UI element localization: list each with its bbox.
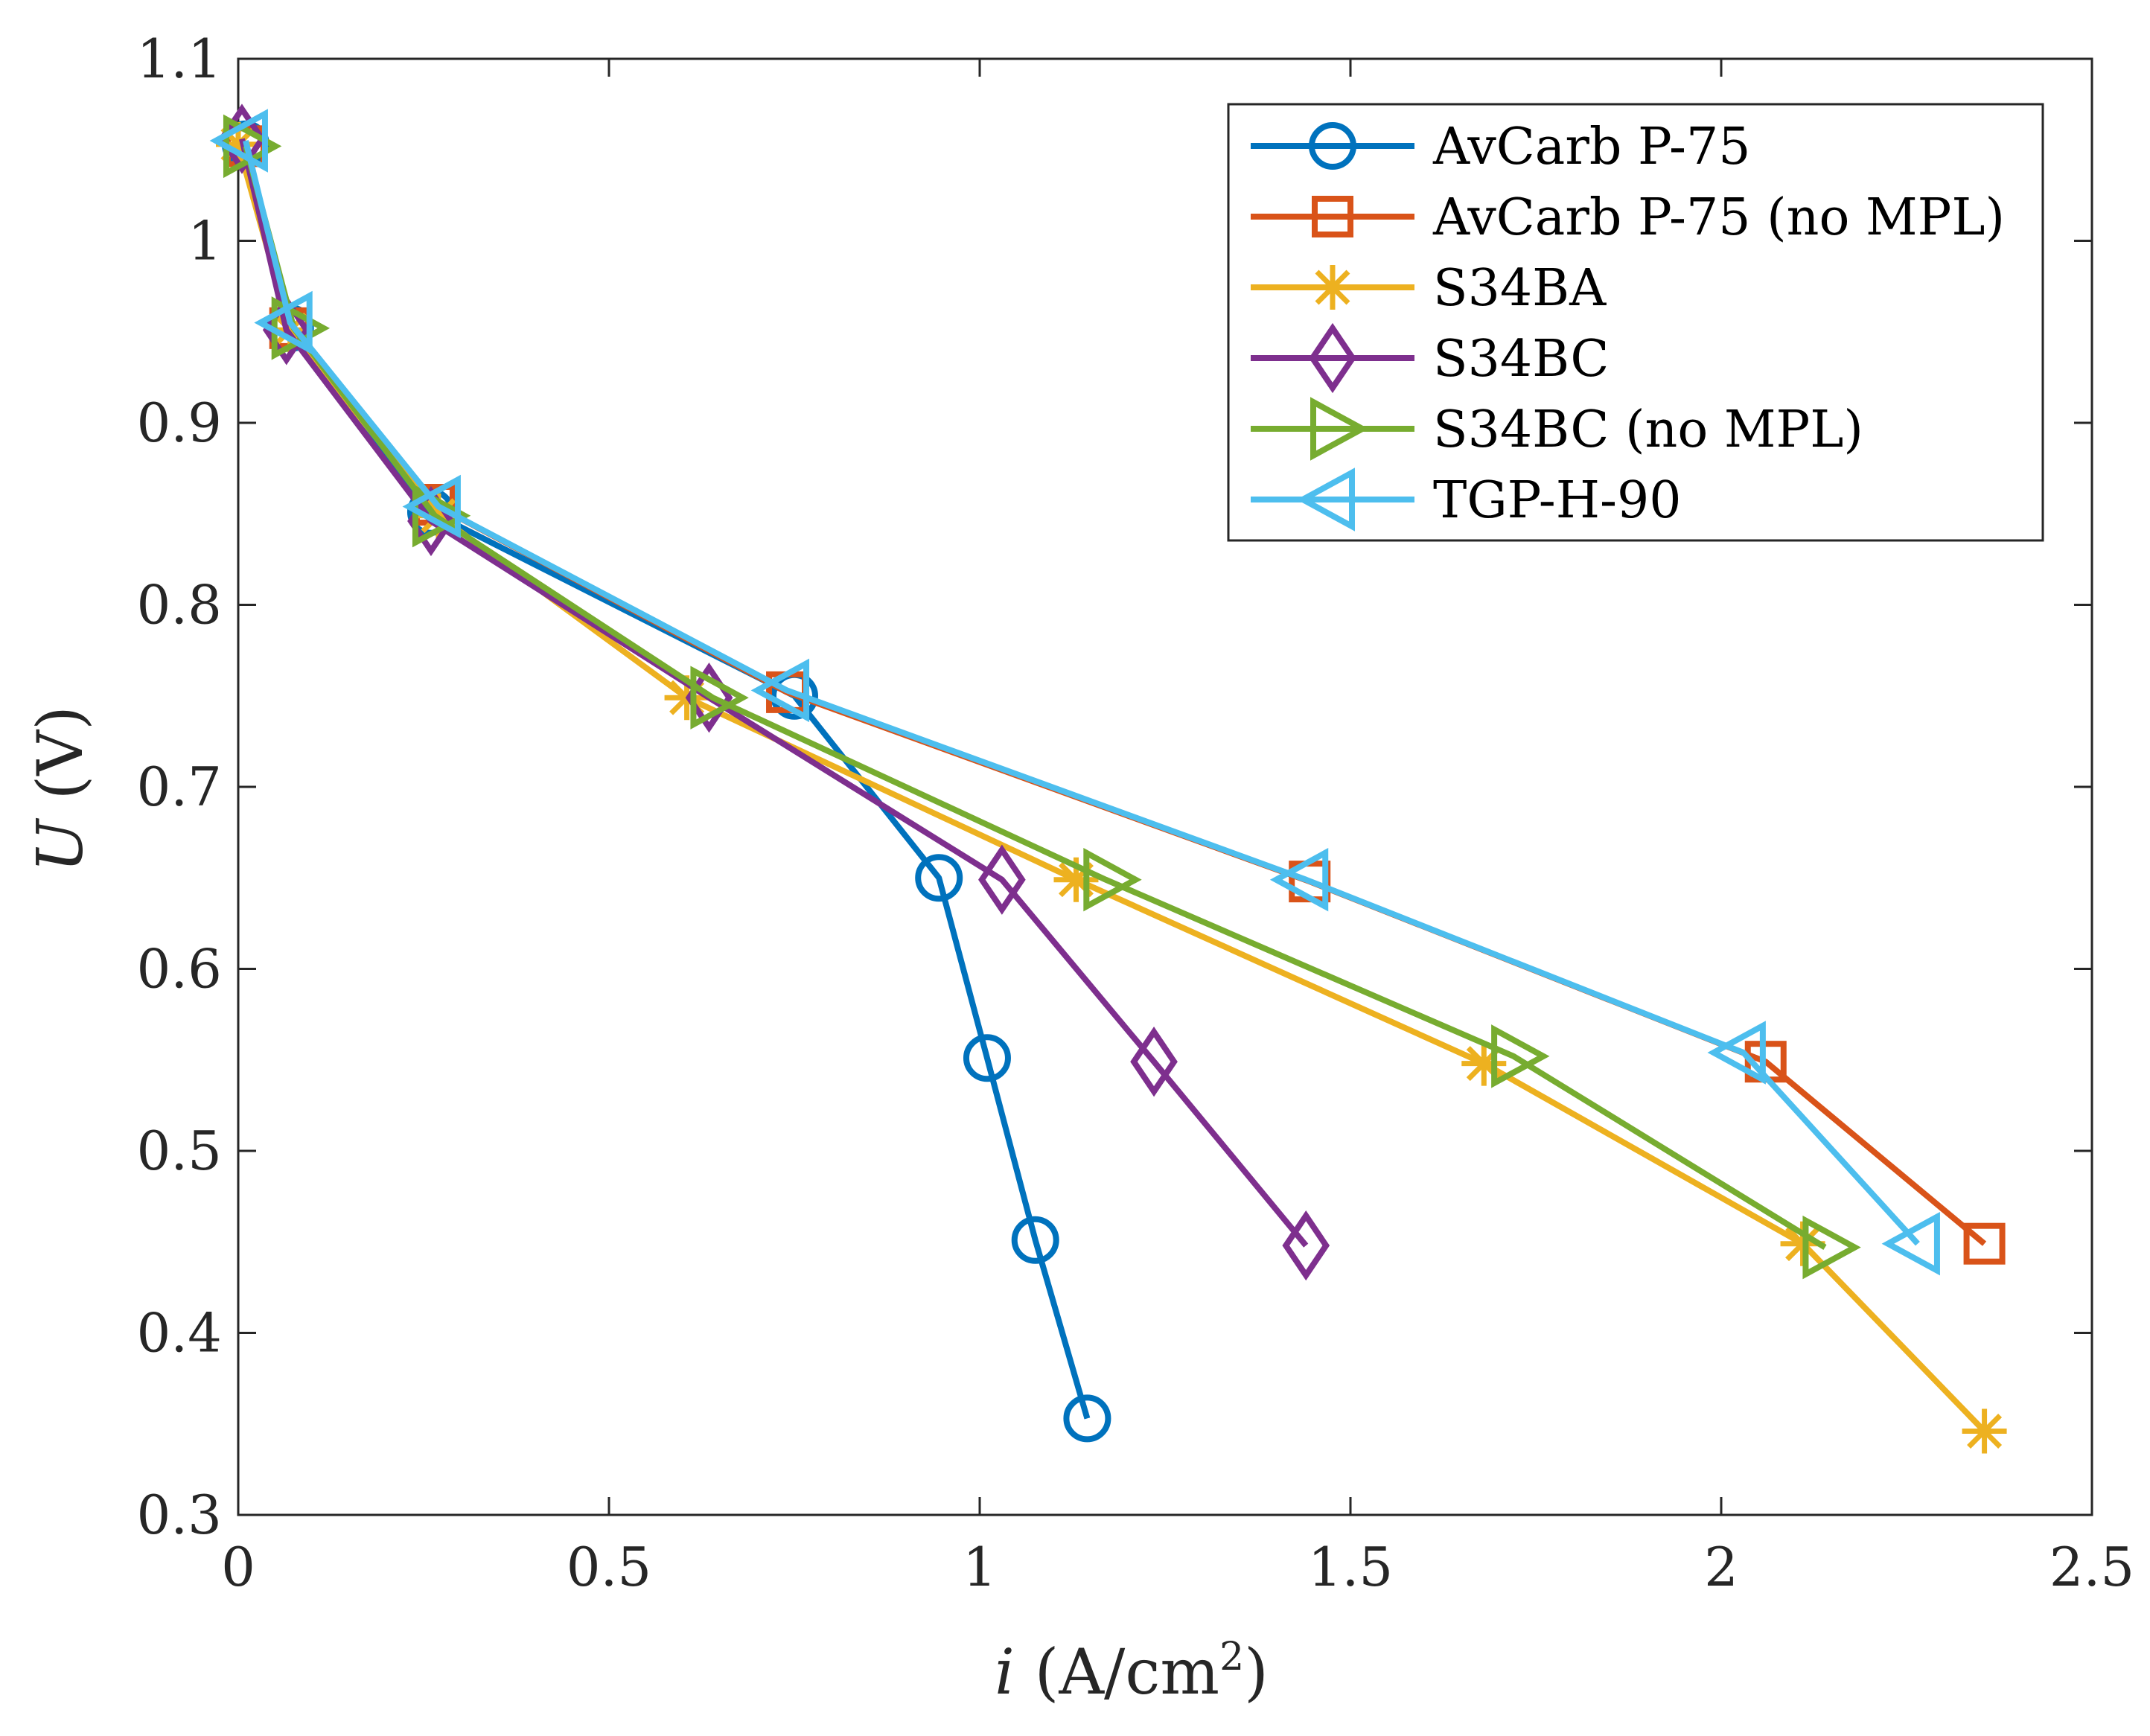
data-point-triangle-left — [1881, 1211, 1940, 1276]
legend-item: AvCarb P-75 (no MPL) — [1251, 188, 2005, 247]
legend-label: AvCarb P-75 — [1432, 118, 1751, 176]
data-point-triangle-left — [750, 658, 810, 723]
data-point-diamond — [1282, 1210, 1330, 1281]
axis-ticks: 0 0.5 1 1.5 2 2.5 0.3 0.4 0.5 0.6 0.7 0.8 0.9 1 1.1 — [136, 28, 2134, 1598]
data-point-circle — [1011, 1216, 1059, 1264]
legend-label: S34BA — [1433, 259, 1607, 318]
data-point-diamond — [978, 844, 1026, 915]
data-point-circle — [963, 1034, 1011, 1082]
data-point-square — [1963, 1222, 2006, 1265]
legend-item: AvCarb P-75 — [1251, 118, 1751, 176]
x-tick-label: 0.5 — [567, 1536, 652, 1598]
data-point-triangle-right — [690, 666, 749, 730]
x-tick-label: 1 — [963, 1536, 997, 1598]
legend-marker-asterisk — [1310, 265, 1355, 310]
y-tick-label: 1 — [188, 210, 222, 272]
y-tick-label: 0.4 — [136, 1302, 222, 1365]
legend-items: AvCarb P-75 AvCarb P-75 (no MPL) S34BA S34B… — [1251, 118, 2005, 532]
data-point-triangle-left — [209, 109, 268, 173]
data-point-diamond — [1130, 1027, 1178, 1097]
x-tick-label: 1.5 — [1308, 1536, 1394, 1598]
data-point-asterisk — [1962, 1408, 2007, 1454]
data-point-asterisk — [1461, 1041, 1507, 1086]
x-axis-unit-close: ) — [1244, 1636, 1269, 1708]
y-tick-label: 0.7 — [136, 756, 222, 818]
legend-label: S34BC (no MPL) — [1433, 401, 1863, 459]
legend-marker-triangle-right — [1310, 397, 1369, 461]
x-axis-label: i (A/cm2) — [995, 1635, 1269, 1708]
y-axis-label: U (V) — [24, 706, 97, 872]
data-point-triangle-right — [1491, 1024, 1550, 1088]
data-point-asterisk — [1053, 857, 1099, 902]
legend: AvCarb P-75 AvCarb P-75 (no MPL) S34BA S34B… — [1227, 103, 2044, 542]
legend-item: TGP-H-90 — [1251, 467, 1682, 532]
y-tick-label: 0.9 — [136, 392, 222, 454]
y-tick-label: 0.5 — [136, 1120, 222, 1182]
legend-marker-square — [1312, 196, 1353, 237]
series-layer — [209, 103, 2007, 1454]
data-point-circle — [1063, 1394, 1111, 1443]
legend-marker-triangle-left — [1296, 467, 1355, 532]
legend-box — [1227, 103, 2044, 542]
data-point-triangle-right — [412, 483, 471, 548]
legend-marker-circle — [1309, 122, 1356, 170]
data-point-triangle-right — [1083, 847, 1142, 912]
legend-item: S34BC (no MPL) — [1251, 397, 1863, 461]
y-tick-label: 0.6 — [136, 938, 222, 1001]
data-point-triangle-left — [1707, 1021, 1766, 1085]
legend-label: S34BC — [1433, 330, 1609, 389]
y-axis-variable: U — [24, 817, 97, 872]
data-point-asterisk — [216, 121, 261, 167]
y-tick-label: 0.8 — [136, 574, 222, 636]
x-tick-label: 2.5 — [2049, 1536, 2135, 1598]
legend-item: S34BA — [1251, 259, 1607, 318]
data-point-triangle-right — [1802, 1215, 1861, 1280]
series-tgp-h-90 — [209, 109, 1940, 1276]
data-point-triangle-left — [254, 290, 313, 355]
x-tick-label: 0 — [221, 1536, 255, 1598]
x-tick-label: 2 — [1704, 1536, 1738, 1598]
y-tick-label: 0.3 — [136, 1484, 222, 1546]
legend-label: AvCarb P-75 (no MPL) — [1432, 188, 2005, 247]
legend-label: TGP-H-90 — [1433, 471, 1682, 530]
y-axis-unit: (V) — [24, 706, 97, 800]
y-tick-label: 1.1 — [136, 28, 222, 90]
data-point-triangle-left — [1269, 847, 1329, 912]
series-line — [243, 140, 1920, 1246]
legend-item: S34BC — [1251, 322, 1609, 394]
data-point-circle — [915, 854, 963, 902]
legend-marker-diamond — [1309, 322, 1356, 394]
data-point-triangle-left — [402, 474, 461, 539]
x-axis-unit-exponent: 2 — [1219, 1635, 1244, 1679]
x-axis-unit: (A/cm — [1035, 1636, 1219, 1708]
x-axis-variable: i — [995, 1636, 1015, 1708]
